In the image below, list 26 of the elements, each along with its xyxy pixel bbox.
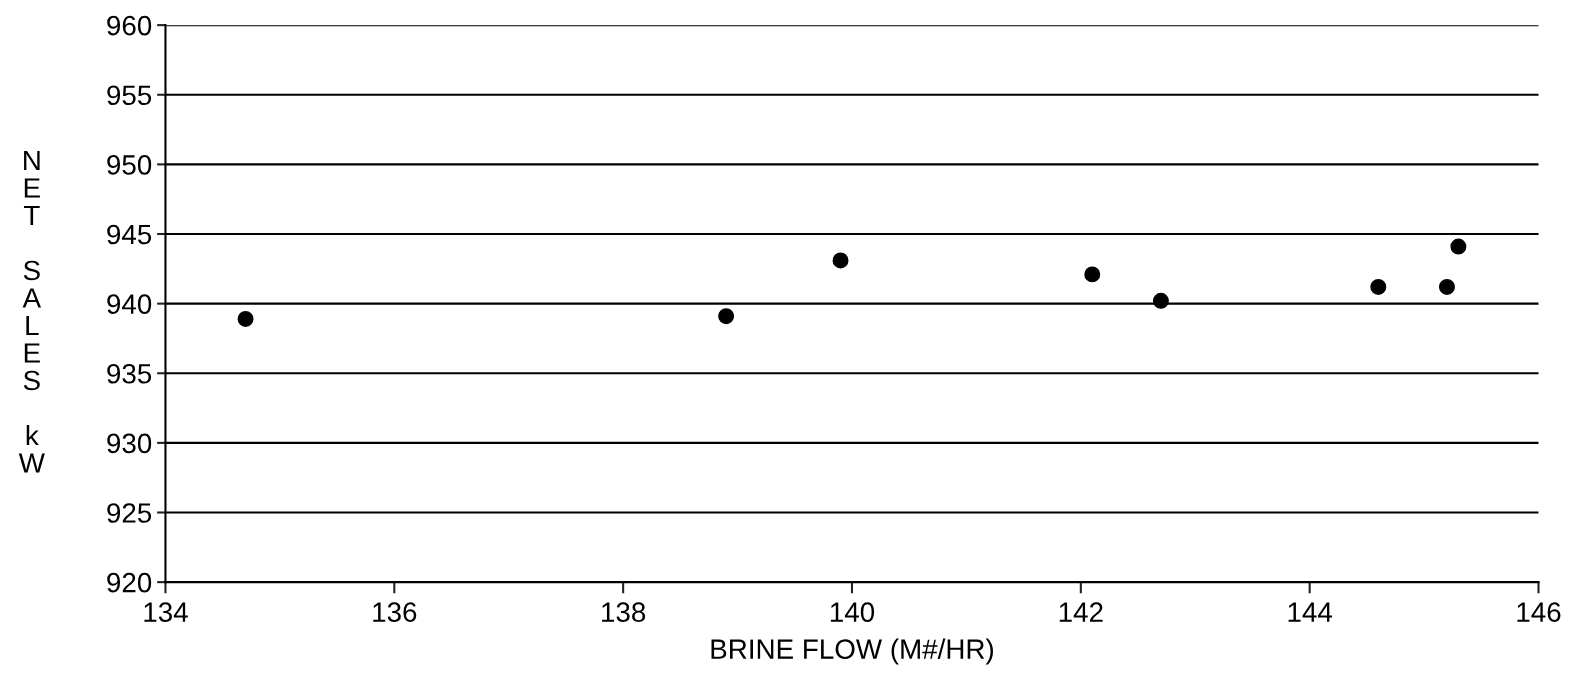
x-axis-title: BRINE FLOW (M#/HR) xyxy=(711,638,994,665)
point xyxy=(1450,238,1467,255)
y-tick-label: 950 xyxy=(107,155,152,175)
x-tick-label: 140 xyxy=(830,602,875,622)
y-tick-label: 920 xyxy=(107,572,152,593)
text: NET SALES kW xyxy=(18,150,45,473)
point xyxy=(1438,278,1455,295)
y-tick-label: 940 xyxy=(107,294,152,314)
point xyxy=(1084,266,1101,283)
point xyxy=(1370,278,1387,295)
y-tick-label: 955 xyxy=(107,85,152,106)
y-tick-label: 935 xyxy=(107,363,152,384)
y-tick-label: 960 xyxy=(107,15,152,36)
point xyxy=(1152,292,1169,309)
x-tick-label: 144 xyxy=(1288,602,1333,622)
x-tick-label: 136 xyxy=(373,602,417,622)
x-tick-label: 146 xyxy=(1517,602,1561,622)
point xyxy=(718,308,735,325)
y-tick-label: 945 xyxy=(107,224,152,245)
point xyxy=(832,252,849,269)
x-tick-label: 138 xyxy=(602,602,646,622)
y-tick-label: 925 xyxy=(107,503,152,523)
y-tick-label: 930 xyxy=(107,433,152,454)
x-tick-label: 134 xyxy=(144,602,188,622)
x-tick-label: 142 xyxy=(1059,602,1103,622)
point xyxy=(237,310,254,327)
